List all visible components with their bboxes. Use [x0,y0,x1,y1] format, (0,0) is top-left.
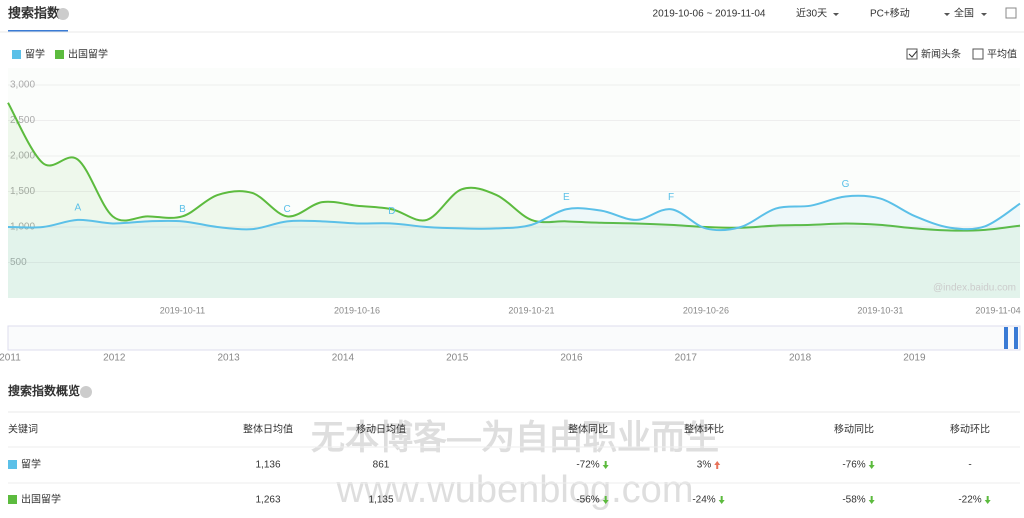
table-cell: 留学 [21,458,41,471]
dropdown-arrows [833,13,987,16]
x-tick-label: 2019-10-21 [508,305,554,315]
y-tick-label: 1,500 [10,186,35,197]
legend-label: 出国留学 [68,48,108,61]
y-tick-label: 3,000 [10,80,35,91]
table-cell: -58% [842,495,865,506]
timeline-label: 2014 [332,353,355,364]
series-area [8,195,1020,298]
series-line [7,102,1021,232]
annotation: E [563,192,570,203]
timeline-label: 2011 [0,353,21,364]
slider-handle[interactable] [1014,327,1018,349]
trend-down [868,496,875,504]
help-icon[interactable] [57,8,69,20]
section-title: 搜索指数概览 [8,383,80,398]
x-tick-label: 2019-10-26 [683,305,729,315]
news-label[interactable]: 新闻头条 [921,48,961,61]
y-tick-label: 500 [10,257,27,268]
table-cell: - [968,460,971,471]
date-range[interactable]: 2019-10-06 ~ 2019-11-04 [653,9,766,20]
trend-down [718,496,725,504]
device-select[interactable]: PC+移动 [870,7,910,20]
series-area [8,102,1020,298]
annotation: B [179,204,186,215]
table-header: 移动日均值 [356,423,406,436]
average-label[interactable]: 平均值 [987,48,1017,61]
table-cell: -56% [576,495,599,506]
series-line [7,194,1021,232]
table-cell: 3% [697,460,712,471]
help-icon[interactable] [80,386,92,398]
average-checkbox[interactable] [972,48,984,60]
range-slider[interactable] [7,325,1021,351]
legend-swatch [12,50,21,59]
slider-handle[interactable] [1004,327,1008,349]
table-cell: -24% [692,495,715,506]
table-cell: 1,136 [255,460,280,471]
x-tick-label: 2019-10-31 [857,305,903,315]
news-checkbox[interactable] [906,48,918,60]
table-header: 移动环比 [950,423,990,436]
x-tick-label: 2019-10-16 [334,305,380,315]
region-select[interactable]: 全国 [954,7,974,20]
table-cell: -76% [842,460,865,471]
timeline-label: 2015 [446,353,469,364]
table-header: 关键词 [8,423,38,436]
table-cell: 861 [373,460,390,471]
timeline-label: 2019 [903,353,926,364]
table-cell: 1,135 [368,495,393,506]
timeline-label: 2012 [103,353,126,364]
legend-swatch [8,460,17,469]
table-header: 整体同比 [568,423,608,436]
table-cell: 1,263 [255,495,280,506]
timeline-label: 2016 [560,353,583,364]
legend-label: 留学 [25,48,45,61]
legend-swatch [55,50,64,59]
trend-down [984,496,991,504]
table-header: 移动同比 [834,423,874,436]
trend-up [714,461,721,469]
timeline-label: 2018 [789,353,812,364]
annotation: D [388,206,395,217]
trend-down [602,496,609,504]
page-title: 搜索指数 [8,5,61,20]
check-mark [908,50,918,58]
table-cell: 出国留学 [21,493,61,506]
timeline-label: 2013 [217,353,240,364]
timeline-label: 2017 [675,353,698,364]
annotation: G [842,179,850,190]
export-icon[interactable] [1005,7,1017,19]
table-header: 整体日均值 [243,423,293,436]
y-tick-label: 2,000 [10,151,35,162]
chart-watermark: @index.baidu.com [933,283,1016,294]
trend-down [602,461,609,469]
table-cell: -72% [576,460,599,471]
period-select[interactable]: 近30天 [796,7,827,20]
watermark: www.wubenblog.com [336,469,694,511]
annotation: A [74,203,81,214]
table-cell: -22% [958,495,981,506]
table-header: 整体环比 [684,423,724,436]
y-tick-label: 2,500 [10,115,35,126]
legend-swatch [8,495,17,504]
annotation: C [284,204,291,215]
annotation: F [668,192,674,203]
trend-down [868,461,875,469]
watermark: 无本博客—为自由职业而生 [311,418,719,457]
plot-background [8,68,1020,298]
x-tick-label: 2019-10-11 [160,305,205,315]
x-tick-label: 2019-11-04 [975,305,1020,315]
